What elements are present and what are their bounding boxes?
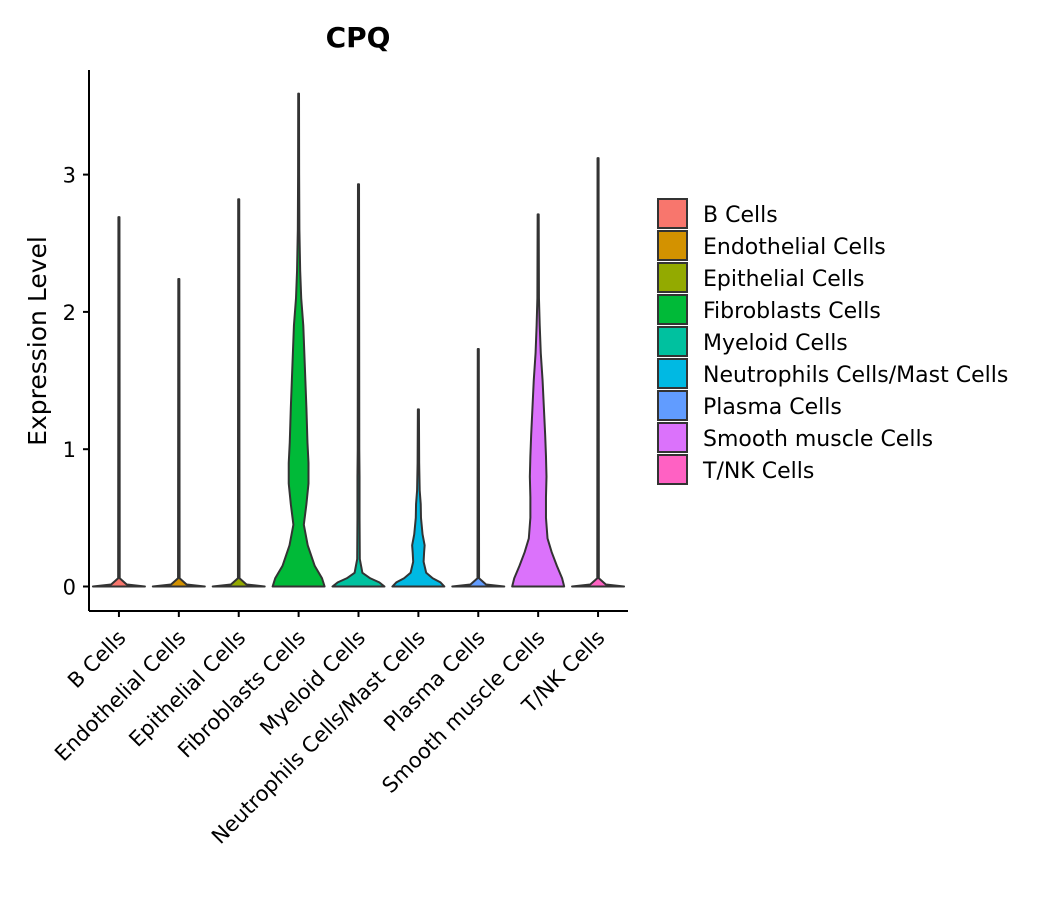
violin-b-cells xyxy=(91,216,146,588)
violin-neutrophils-cells-mast-cells xyxy=(391,408,446,588)
legend-label-plasma-cells: Plasma Cells xyxy=(703,395,842,420)
y-tick-label: 0 xyxy=(63,576,76,600)
legend-swatch-neutrophils-cells-mast-cells xyxy=(657,358,688,389)
legend-label-t-nk-cells: T/NK Cells xyxy=(702,459,814,484)
legend-swatch-smooth-muscle-cells xyxy=(657,422,688,453)
violin-plasma-cells xyxy=(451,347,506,588)
legend-label-b-cells: B Cells xyxy=(703,203,778,228)
legend-swatch-endothelial-cells xyxy=(657,230,688,261)
legend-label-endothelial-cells: Endothelial Cells xyxy=(703,235,886,260)
violin-fibroblasts-cells xyxy=(271,92,326,588)
violin-epithelial-cells xyxy=(211,198,266,588)
legend-swatch-plasma-cells xyxy=(657,390,688,421)
legend-label-epithelial-cells: Epithelial Cells xyxy=(703,267,864,292)
violins-group xyxy=(91,92,626,588)
x-tick-label-myeloid-cells: Myeloid Cells xyxy=(255,626,370,741)
violin-myeloid-cells xyxy=(331,183,386,588)
legend-label-smooth-muscle-cells: Smooth muscle Cells xyxy=(703,427,933,452)
legend-swatch-b-cells xyxy=(657,198,688,229)
y-tick-label: 1 xyxy=(63,438,76,462)
violin-t-nk-cells xyxy=(571,157,626,588)
y-tick-label: 2 xyxy=(63,301,76,325)
violin-smooth-muscle-cells xyxy=(511,213,566,588)
legend-label-myeloid-cells: Myeloid Cells xyxy=(703,331,848,356)
legend-label-neutrophils-cells-mast-cells: Neutrophils Cells/Mast Cells xyxy=(703,363,1008,388)
y-axis-label: Expression Level xyxy=(23,236,52,446)
legend-label-fibroblasts-cells: Fibroblasts Cells xyxy=(703,299,881,324)
chart-title: CPQ xyxy=(326,21,391,54)
violin-endothelial-cells xyxy=(151,277,206,588)
y-tick-label: 3 xyxy=(63,164,76,188)
legend-swatch-epithelial-cells xyxy=(657,262,688,293)
legend: B Cells Endothelial Cells Epithelial Cells… xyxy=(657,198,1008,485)
legend-swatch-fibroblasts-cells xyxy=(657,294,688,325)
legend-swatch-myeloid-cells xyxy=(657,326,688,357)
legend-swatch-t-nk-cells xyxy=(657,454,688,485)
